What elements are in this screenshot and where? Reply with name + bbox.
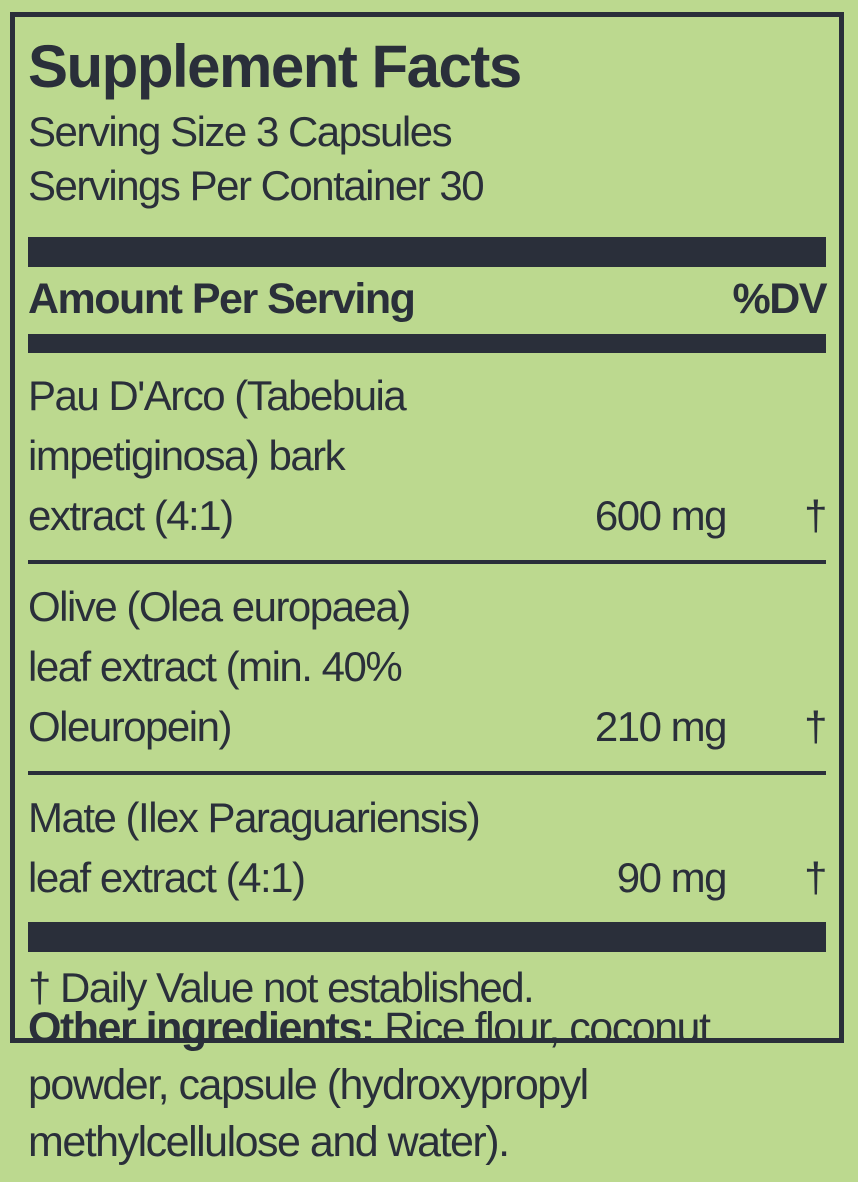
divider-bar-header xyxy=(28,333,826,353)
supplement-facts-panel: Supplement Facts Serving Size 3 Capsules… xyxy=(10,12,844,1043)
ingredient-dv-dagger: † xyxy=(804,702,827,750)
divider-bar-bottom xyxy=(28,921,826,952)
column-header-row: Amount Per Serving %DV xyxy=(28,267,828,334)
ingredient-row-pau-darco: Pau D'Arco (Tabebuia impetiginosa) bark … xyxy=(28,353,828,560)
row-divider xyxy=(28,559,826,564)
ingredient-amount: 600 mg xyxy=(594,491,728,539)
panel-title: Supplement Facts xyxy=(28,33,522,100)
ingredient-amount: 90 mg xyxy=(616,853,728,901)
row-divider xyxy=(28,770,826,775)
other-ingredients-text: Rice flour, coconut powder, capsule (hyd… xyxy=(28,1004,711,1166)
ingredient-dv-dagger: † xyxy=(804,853,827,901)
serving-size: Serving Size 3 Capsules xyxy=(28,108,453,155)
daily-value-footnote: † Daily Value not established. xyxy=(28,963,535,1011)
ingredient-name: Mate (Ilex Paraguariensis) leaf extract … xyxy=(28,793,481,901)
ingredient-dv-dagger: † xyxy=(804,491,827,539)
ingredient-row-mate: Mate (Ilex Paraguariensis) leaf extract … xyxy=(28,775,828,922)
ingredient-amount: 210 mg xyxy=(594,702,728,750)
amount-per-serving-header: Amount Per Serving xyxy=(28,274,416,323)
ingredient-row-olive: Olive (Olea europaea) leaf extract (min.… xyxy=(28,564,828,771)
servings-per-container: Servings Per Container 30 xyxy=(28,161,485,209)
ingredient-name: Pau D'Arco (Tabebuia impetiginosa) bark … xyxy=(28,371,407,539)
ingredient-name: Olive (Olea europaea) leaf extract (min.… xyxy=(28,582,411,750)
other-ingredients: Other ingredients: Rice flour, coconut p… xyxy=(28,1000,834,1170)
divider-bar-top xyxy=(28,236,826,267)
other-ingredients-label: Other ingredients: xyxy=(28,1004,375,1052)
percent-dv-header: %DV xyxy=(732,274,828,323)
